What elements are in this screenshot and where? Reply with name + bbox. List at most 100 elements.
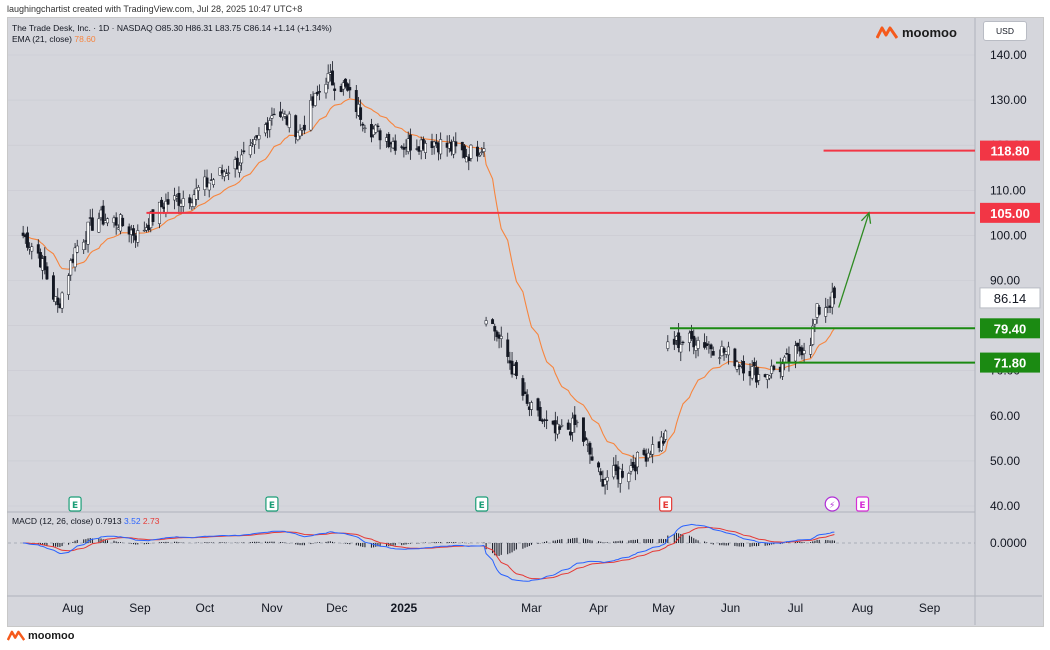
candle-body	[348, 87, 352, 91]
ema-label: EMA (21, close)	[12, 34, 72, 44]
candle-body	[629, 465, 633, 472]
candle-body	[817, 306, 821, 315]
currency-button[interactable]: USD	[983, 21, 1027, 41]
y-tick-label: 100.00	[990, 228, 1027, 242]
candle-body	[575, 421, 579, 424]
candle-body	[86, 221, 90, 245]
candle-body	[603, 479, 607, 486]
candle-body	[434, 141, 438, 145]
candle-body	[270, 115, 274, 119]
candle-body	[757, 374, 761, 381]
candle-body	[73, 247, 77, 268]
x-tick-label: Jul	[788, 601, 803, 615]
candle-body	[344, 78, 347, 87]
candle-body	[787, 353, 791, 363]
x-tick-label: Oct	[196, 601, 215, 615]
event-marker-label: E	[269, 501, 275, 511]
macd-histogram	[24, 532, 835, 557]
candle-body	[324, 84, 328, 94]
candle-body	[376, 125, 380, 128]
x-tick-label: 2025	[391, 601, 418, 615]
candle-body	[672, 338, 676, 345]
candle-body	[475, 146, 479, 157]
footer-brand: moomoo	[7, 630, 74, 642]
candle-body	[51, 275, 55, 300]
candle-body	[484, 320, 488, 325]
candle-body	[627, 473, 631, 483]
candle-body	[309, 100, 313, 131]
earnings-marker	[855, 496, 870, 512]
candle-body	[811, 325, 815, 345]
candle-body	[620, 471, 624, 478]
y-tick-label: 90.00	[990, 274, 1020, 288]
candle-body	[121, 217, 125, 227]
credit-text: laughingchartist created with TradingVie…	[7, 4, 303, 14]
macd-legend: MACD (12, 26, close) 0.7913 3.52 2.73	[12, 516, 159, 526]
candle-body	[253, 139, 257, 145]
x-tick-label: Aug	[62, 601, 83, 615]
candle-body	[207, 182, 211, 191]
candle-body	[482, 148, 486, 152]
candle-body	[227, 172, 231, 174]
candle-body	[424, 143, 427, 153]
candle-body	[387, 133, 391, 148]
y-tick-label: 130.00	[990, 93, 1027, 107]
candle-body	[30, 246, 34, 252]
level-label: 105.00	[990, 206, 1030, 221]
candle-body	[491, 319, 495, 325]
candle-body	[690, 330, 694, 339]
candle-body	[772, 365, 776, 370]
candle-body	[294, 115, 298, 138]
brand-name: moomoo	[902, 25, 957, 40]
candle-body	[480, 151, 484, 154]
candle-body	[525, 394, 529, 404]
candle-body	[666, 341, 670, 349]
candle-body	[679, 344, 683, 353]
candle-body	[114, 217, 118, 226]
candle-body	[809, 345, 813, 355]
candle-body	[45, 266, 49, 280]
candle-body	[235, 157, 239, 170]
event-marker-label: ⚡	[829, 501, 835, 511]
candle-body	[454, 141, 458, 147]
candle-body	[361, 123, 365, 126]
level-label-bg	[980, 352, 1040, 373]
candle-body	[151, 209, 155, 222]
candle-body	[346, 83, 350, 91]
candle-body	[802, 350, 806, 354]
candle-body	[733, 348, 737, 367]
candle-body	[326, 73, 330, 83]
macd-zero-label: 0.0000	[990, 536, 1027, 550]
candle-body	[69, 260, 73, 276]
candle-body	[545, 419, 549, 421]
candle-body	[354, 90, 358, 112]
event-marker-label: E	[479, 501, 485, 511]
y-tick-label: 50.00	[990, 454, 1020, 468]
candle-body	[318, 91, 321, 93]
candle-body	[726, 346, 730, 356]
candle-body	[696, 340, 700, 349]
candle-body	[830, 291, 834, 308]
candle-body	[192, 194, 196, 207]
x-tick-label: Sep	[919, 601, 941, 615]
candle-body	[272, 113, 276, 116]
y-tick-label: 40.00	[990, 499, 1020, 513]
candle-body	[633, 464, 637, 472]
projection-arrow-head	[860, 211, 872, 224]
event-marker-label: E	[663, 501, 669, 511]
candle-body	[36, 244, 40, 254]
candle-body	[43, 256, 47, 271]
candle-body	[242, 150, 246, 153]
projection-arrow	[838, 212, 870, 308]
candle-body	[106, 218, 109, 224]
candle-body	[597, 462, 601, 468]
candle-body	[21, 232, 25, 236]
candle-body	[495, 331, 499, 338]
macd-signal-value: 2.73	[142, 516, 160, 526]
level-label: 71.80	[994, 356, 1027, 371]
x-tick-label: May	[652, 601, 675, 615]
candle-body	[467, 156, 471, 161]
candle-body	[313, 93, 317, 106]
candle-body	[439, 139, 443, 155]
